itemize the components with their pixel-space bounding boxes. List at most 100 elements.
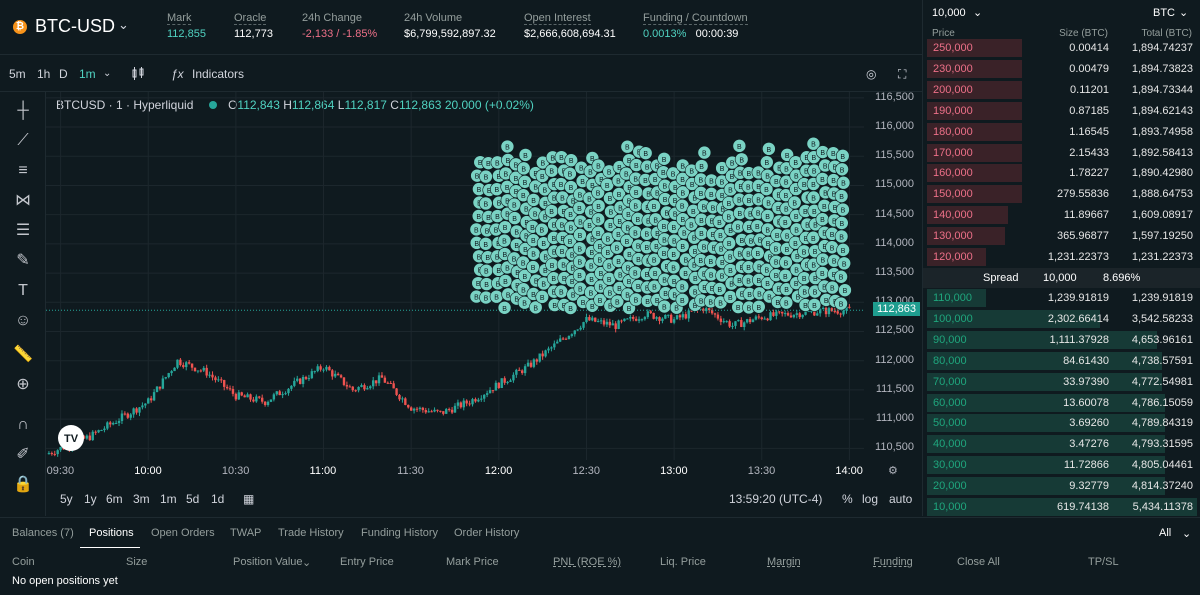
trade-bubble-label: B bbox=[596, 164, 601, 171]
trade-bubble-label: B bbox=[702, 151, 707, 158]
range-5d[interactable]: 5d bbox=[186, 492, 200, 506]
chevron-down-icon[interactable]: ⌄ bbox=[103, 68, 112, 79]
log-toggle[interactable]: log bbox=[862, 492, 879, 506]
col-position-value[interactable]: Position Value bbox=[233, 556, 303, 568]
interval-5m[interactable]: 5m bbox=[9, 67, 26, 81]
ask-row[interactable]: 160,000 1.78227 1,890.42980 bbox=[923, 163, 1200, 183]
unit-select[interactable]: BTC bbox=[1153, 7, 1175, 19]
tick-size-select[interactable]: 10,000 bbox=[932, 7, 966, 19]
candle bbox=[620, 320, 623, 322]
trade-bubble bbox=[675, 279, 690, 294]
candle bbox=[497, 382, 501, 389]
range-5y[interactable]: 5y bbox=[60, 492, 73, 506]
ask-row[interactable]: 140,000 11.89667 1,609.08917 bbox=[923, 205, 1200, 225]
bid-row[interactable]: 30,000 11.72866 4,805.04461 bbox=[923, 455, 1200, 475]
chevron-down-icon[interactable]: ⌄ bbox=[118, 17, 129, 32]
settings-icon[interactable]: ⚙ bbox=[888, 465, 898, 477]
candle-type-icon[interactable] bbox=[130, 67, 146, 84]
range-1d[interactable]: 1d bbox=[211, 492, 225, 506]
auto-toggle[interactable]: auto bbox=[889, 492, 913, 506]
crosshair-icon[interactable]: ┼ bbox=[17, 102, 29, 119]
bid-row[interactable]: 50,000 3.69260 4,789.84319 bbox=[923, 413, 1200, 433]
ask-row[interactable]: 170,000 2.15433 1,892.58413 bbox=[923, 143, 1200, 163]
text-icon[interactable]: T bbox=[18, 282, 28, 299]
bid-row[interactable]: 90,000 1,111.37928 4,653.96161 bbox=[923, 330, 1200, 350]
interval-1m[interactable]: 1m bbox=[79, 67, 96, 81]
coin-selector[interactable]: BTC-USD bbox=[35, 16, 115, 36]
lock-drawing-icon[interactable]: ✐ bbox=[16, 446, 30, 463]
bid-row[interactable]: 100,000 2,302.66414 3,542.58233 bbox=[923, 309, 1200, 329]
tab-twap[interactable]: TWAP bbox=[230, 527, 262, 539]
price-axis[interactable]: 116,500 116,000 115,500 115,000 114,500 114,0… bbox=[864, 91, 922, 460]
bid-row[interactable]: 20,000 9.32779 4,814.37240 bbox=[923, 476, 1200, 496]
range-6m[interactable]: 6m bbox=[106, 492, 123, 506]
ask-row[interactable]: 180,000 1.16545 1,893.74958 bbox=[923, 122, 1200, 142]
bid-row[interactable]: 110,000 1,239.91819 1,239.91819 bbox=[923, 288, 1200, 308]
indicators-icon[interactable]: ƒx bbox=[171, 67, 184, 81]
trade-bubble-label: B bbox=[812, 169, 817, 176]
trade-bubble-label: B bbox=[496, 268, 501, 275]
candle bbox=[263, 401, 267, 405]
indicators-button[interactable]: Indicators bbox=[192, 67, 245, 81]
col-close-all[interactable]: Close All bbox=[957, 556, 1000, 568]
trade-bubble-label: B bbox=[766, 201, 771, 208]
tab-trade-history[interactable]: Trade History bbox=[278, 527, 344, 539]
fib-icon[interactable]: ☰ bbox=[15, 222, 31, 239]
trade-bubble-label: B bbox=[568, 172, 573, 179]
ask-row[interactable]: 190,000 0.87185 1,894.62143 bbox=[923, 101, 1200, 121]
ask-row[interactable]: 130,000 365.96877 1,597.19250 bbox=[923, 226, 1200, 246]
magnet-icon[interactable]: ∩ bbox=[17, 416, 29, 433]
ruler-icon[interactable]: 📏 bbox=[13, 346, 33, 363]
chart-panel: 5m 1h D 1m ⌄ ƒx Indicators ◎ ⛶ ┼ ⟋ ≡ ⋈ ☰… bbox=[0, 56, 922, 516]
bid-row[interactable]: 70,000 33.97390 4,772.54981 bbox=[923, 372, 1200, 392]
tab-positions[interactable]: Positions bbox=[89, 527, 134, 539]
time-axis[interactable]: ⚙ 09:30 10:00 10:30 11:00 11:30 12:00 12:30 13:… bbox=[46, 460, 922, 484]
interval-1h[interactable]: 1h bbox=[37, 67, 51, 81]
bid-row[interactable]: 80,000 84.61430 4,738.57591 bbox=[923, 351, 1200, 371]
fullscreen-icon[interactable]: ⛶ bbox=[898, 67, 907, 81]
bid-row[interactable]: 60,000 13.60078 4,786.15059 bbox=[923, 393, 1200, 413]
trendline-icon[interactable]: ⟋ bbox=[17, 132, 29, 149]
chevron-down-icon[interactable]: ⌄ bbox=[1182, 528, 1192, 540]
tab-funding-history[interactable]: Funding History bbox=[361, 527, 439, 539]
screenshot-icon[interactable]: ◎ bbox=[866, 67, 877, 81]
zoom-in-icon[interactable]: ⊕ bbox=[16, 376, 30, 393]
ask-row[interactable]: 200,000 0.11201 1,894.73344 bbox=[923, 80, 1200, 100]
candle bbox=[421, 407, 425, 411]
trade-bubble-label: B bbox=[560, 195, 565, 202]
ask-row[interactable]: 230,000 0.00479 1,894.73823 bbox=[923, 59, 1200, 79]
candle bbox=[237, 392, 241, 400]
range-1m[interactable]: 1m bbox=[160, 492, 177, 506]
tab-order-history[interactable]: Order History bbox=[454, 527, 520, 539]
price-chart[interactable]: BBBBBBBBBBBBBBBBBBBBBBBBBBBBBBBBBBBBBBBB… bbox=[46, 92, 864, 460]
bid-row[interactable]: 40,000 3.47276 4,793.31595 bbox=[923, 434, 1200, 454]
tab-balances[interactable]: Balances (7) bbox=[12, 527, 74, 539]
lock-icon[interactable]: 🔒 bbox=[13, 476, 33, 493]
tab-open-orders[interactable]: Open Orders bbox=[151, 527, 215, 539]
candle bbox=[550, 347, 553, 349]
stat-24h-volume: 24h Volume $6,799,592,897.32 bbox=[404, 12, 496, 40]
range-1y[interactable]: 1y bbox=[84, 492, 97, 506]
candle bbox=[383, 377, 387, 383]
trade-bubble-label: B bbox=[484, 296, 489, 303]
emoji-icon[interactable]: ☺ bbox=[14, 312, 32, 329]
chevron-down-icon[interactable]: ⌄ bbox=[973, 7, 983, 19]
trade-bubble bbox=[535, 222, 549, 237]
chevron-down-icon[interactable]: ⌄ bbox=[1179, 7, 1189, 19]
range-3m[interactable]: 3m bbox=[133, 492, 150, 506]
brush-icon[interactable]: ✎ bbox=[16, 252, 30, 269]
percent-toggle[interactable]: % bbox=[842, 492, 853, 506]
trade-bubble-label: B bbox=[765, 174, 770, 181]
ask-row[interactable]: 150,000 279.55836 1,888.64753 bbox=[923, 184, 1200, 204]
ask-row[interactable]: 250,000 0.00414 1,894.74237 bbox=[923, 38, 1200, 58]
candle bbox=[214, 377, 217, 381]
trade-bubble bbox=[676, 185, 690, 200]
ask-row[interactable]: 120,000 1,231.22373 1,231.22373 bbox=[923, 247, 1200, 267]
pattern-icon[interactable]: ⋈ bbox=[15, 192, 31, 209]
calendar-icon[interactable]: ▦ bbox=[243, 492, 255, 506]
filter-select[interactable]: All bbox=[1159, 527, 1172, 539]
candle bbox=[596, 321, 600, 323]
bid-row[interactable]: 10,000 619.74138 5,434.11378 bbox=[923, 497, 1200, 517]
interval-d[interactable]: D bbox=[59, 67, 68, 81]
horizontal-lines-icon[interactable]: ≡ bbox=[18, 162, 28, 179]
